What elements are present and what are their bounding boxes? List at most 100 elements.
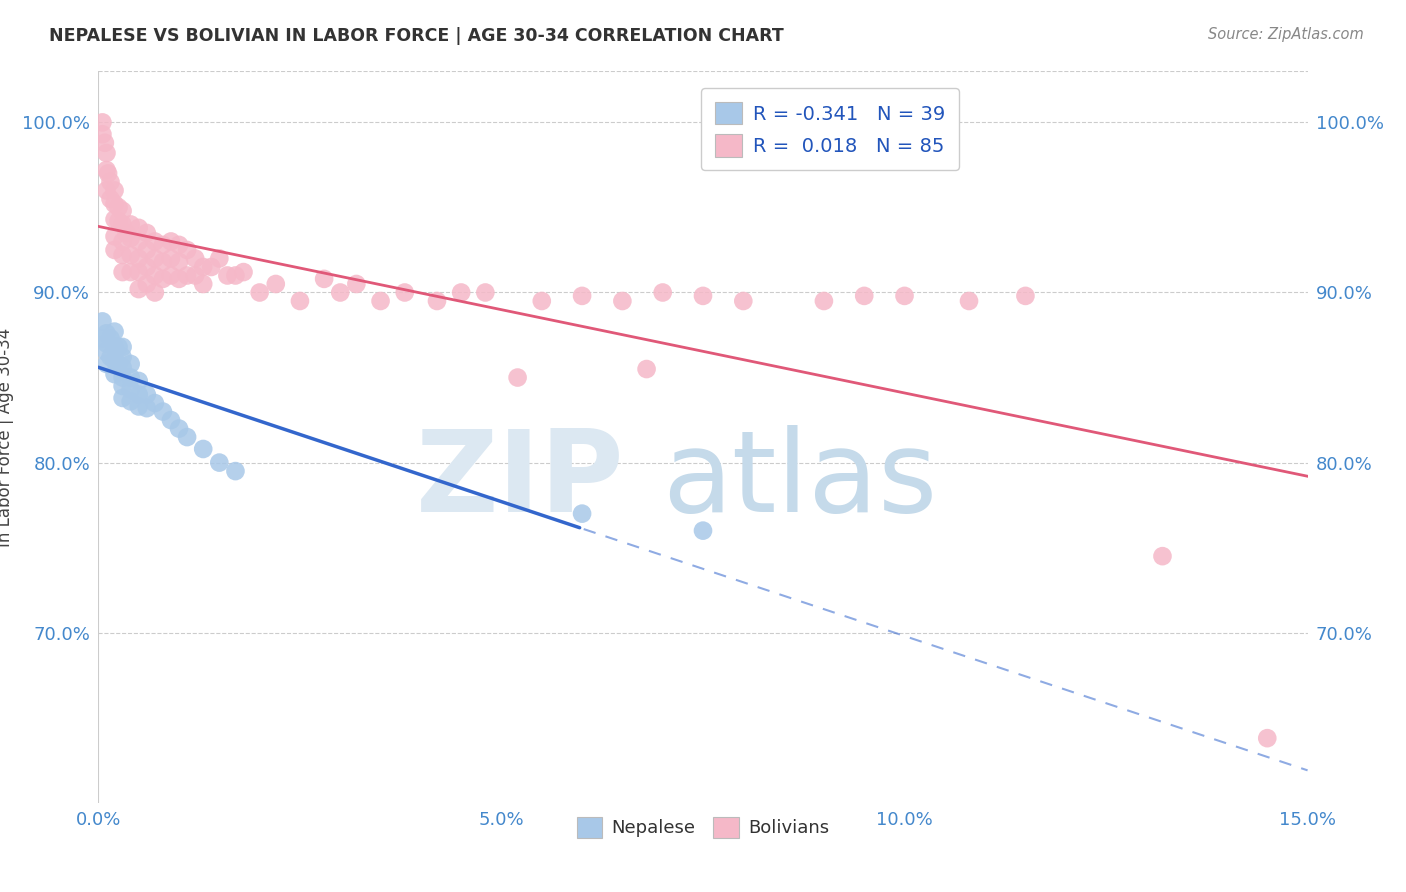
Y-axis label: In Labor Force | Age 30-34: In Labor Force | Age 30-34 [0, 327, 14, 547]
Point [450, 285, 472, 300]
Point [224, 268, 246, 283]
Legend: Nepalese, Bolivians: Nepalese, Bolivians [569, 810, 837, 845]
Point [135, 260, 157, 274]
Point [103, 212, 125, 227]
Point [288, 293, 311, 308]
Point [200, 260, 222, 274]
Point [692, 289, 714, 303]
Point [143, 268, 166, 283]
Point [120, 357, 142, 371]
Point [184, 252, 207, 266]
Point [96, 183, 118, 197]
Point [571, 507, 593, 521]
Point [103, 243, 125, 257]
Point [107, 340, 129, 354]
Point [370, 293, 392, 308]
Point [111, 340, 134, 354]
Point [612, 293, 634, 308]
Point [91, 128, 114, 142]
Point [571, 289, 593, 303]
Point [96, 163, 118, 178]
Point [733, 293, 755, 308]
Point [96, 146, 118, 161]
Point [120, 394, 142, 409]
Point [176, 243, 198, 257]
Point [143, 396, 166, 410]
Point [120, 265, 142, 279]
Point [167, 421, 190, 435]
Point [96, 336, 118, 351]
Point [651, 285, 673, 300]
Point [160, 235, 183, 249]
Point [120, 248, 142, 262]
Point [853, 289, 876, 303]
Point [692, 524, 714, 538]
Point [128, 400, 150, 414]
Point [152, 272, 174, 286]
Point [160, 268, 183, 283]
Text: Source: ZipAtlas.com: Source: ZipAtlas.com [1208, 27, 1364, 42]
Point [103, 183, 125, 197]
Point [111, 379, 134, 393]
Point [193, 277, 215, 291]
Point [111, 370, 134, 384]
Point [120, 383, 142, 397]
Point [128, 252, 150, 266]
Point [111, 265, 134, 279]
Point [96, 326, 118, 341]
Point [264, 277, 287, 291]
Point [128, 265, 150, 279]
Point [344, 277, 367, 291]
Point [160, 252, 183, 266]
Point [152, 238, 174, 252]
Point [100, 175, 122, 189]
Point [167, 255, 190, 269]
Point [636, 362, 658, 376]
Point [506, 370, 529, 384]
Point [176, 430, 198, 444]
Point [103, 367, 125, 381]
Point [103, 353, 125, 368]
Point [224, 464, 246, 478]
Point [111, 235, 134, 249]
Point [957, 293, 980, 308]
Point [176, 268, 198, 283]
Point [1256, 731, 1278, 746]
Point [94, 136, 117, 150]
Point [135, 243, 157, 257]
Point [167, 238, 190, 252]
Point [91, 331, 114, 345]
Point [111, 248, 134, 262]
Point [249, 285, 271, 300]
Point [143, 235, 166, 249]
Point [813, 293, 835, 308]
Point [111, 391, 134, 405]
Point [474, 285, 496, 300]
Point [107, 214, 129, 228]
Point [97, 166, 120, 180]
Point [91, 314, 114, 328]
Point [107, 201, 129, 215]
Point [160, 413, 183, 427]
Point [193, 260, 215, 274]
Text: atlas: atlas [662, 425, 938, 536]
Point [111, 350, 134, 364]
Point [394, 285, 416, 300]
Point [143, 252, 166, 266]
Point [120, 370, 142, 384]
Point [426, 293, 449, 308]
Point [91, 115, 114, 129]
Point [128, 374, 150, 388]
Point [100, 331, 122, 345]
Point [143, 285, 166, 300]
Point [120, 218, 142, 232]
Point [893, 289, 915, 303]
Point [232, 265, 254, 279]
Text: NEPALESE VS BOLIVIAN IN LABOR FORCE | AGE 30-34 CORRELATION CHART: NEPALESE VS BOLIVIAN IN LABOR FORCE | AG… [49, 27, 785, 45]
Point [115, 226, 138, 240]
Point [128, 387, 150, 401]
Point [135, 277, 157, 291]
Point [1014, 289, 1036, 303]
Point [128, 235, 150, 249]
Point [152, 255, 174, 269]
